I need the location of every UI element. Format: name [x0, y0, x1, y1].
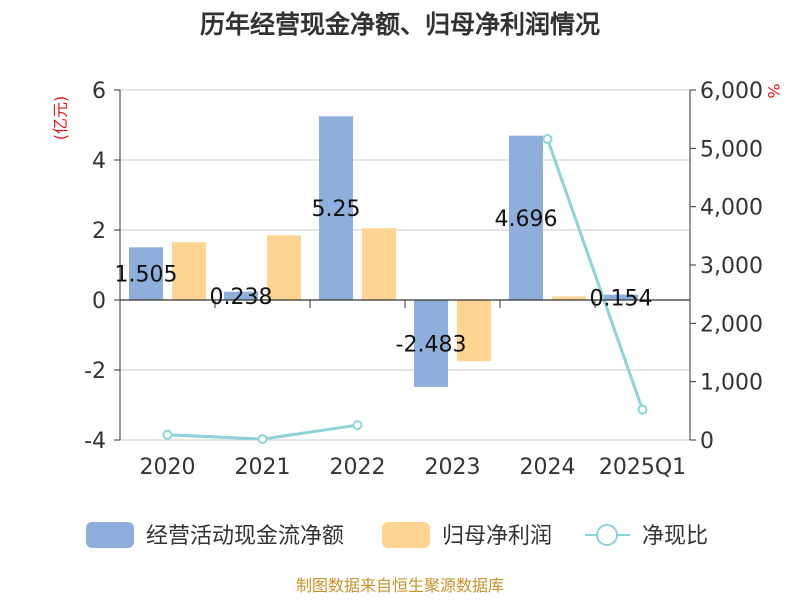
ratio-point [352, 420, 363, 431]
right-tick-label: 6,000 [700, 79, 763, 104]
data-label: 0.154 [590, 286, 653, 311]
data-label: 5.25 [312, 197, 361, 222]
x-tick-label: 2023 [425, 455, 481, 480]
ratio-line-segment [546, 138, 644, 411]
legend-swatch-cashflow [86, 522, 134, 548]
x-tick-label: 2025Q1 [599, 455, 686, 480]
bar-cashflow [414, 300, 448, 387]
x-tick-label: 2020 [140, 455, 196, 480]
bar-profit [362, 228, 396, 300]
bar-cashflow [224, 291, 258, 300]
right-tick-label: 5,000 [700, 137, 763, 162]
left-tick-label: 6 [92, 79, 106, 104]
data-label: 1.505 [115, 263, 178, 288]
x-tick-label: 2021 [235, 455, 291, 480]
ratio-point [542, 134, 553, 144]
x-tick-label: 2022 [330, 455, 386, 480]
left-tick-label: -2 [84, 359, 106, 384]
left-tick-label: 0 [92, 289, 106, 314]
chart-title: 历年经营现金净额、归母净利润情况 [200, 10, 600, 39]
bar-profit [267, 235, 301, 300]
data-labels: 1.505 0.238 5.25 -2.483 4.696 0.154 [115, 197, 653, 357]
legend-swatch-ratio-marker [596, 524, 618, 546]
ratio-line [162, 134, 648, 445]
ratio-point [257, 434, 268, 445]
bars [129, 116, 681, 387]
left-tick-label: -4 [84, 429, 106, 454]
data-label: 4.696 [495, 207, 558, 232]
bar-profit [552, 296, 586, 300]
bar-cashflow [129, 247, 163, 300]
legend-label-profit: 归母净利润 [442, 524, 552, 549]
right-tick-label: 3,000 [700, 254, 763, 279]
bar-cashflow [319, 116, 353, 300]
right-axis-unit: % [764, 83, 783, 98]
data-label: -2.483 [396, 332, 467, 357]
legend-label-ratio: 净现比 [642, 524, 708, 549]
ratio-point [637, 404, 648, 415]
bar-profit [457, 300, 491, 362]
left-tick-label: 4 [92, 149, 106, 174]
right-tick-label: 0 [700, 429, 714, 454]
data-label: 0.238 [210, 285, 273, 310]
left-axis-unit: (亿元) [51, 96, 70, 141]
bar-cashflow [509, 135, 543, 300]
right-tick-label: 1,000 [700, 371, 763, 396]
x-tick-label: 2024 [520, 455, 576, 480]
right-tick-label: 2,000 [700, 312, 763, 337]
axes: -4 -2 0 2 4 6 0 1,000 2,000 3,000 4,000 5,000 6,000 2… [84, 79, 763, 480]
legend-label-cashflow: 经营活动现金流净额 [146, 524, 344, 549]
source-note: 制图数据来自恒生聚源数据库 [296, 576, 504, 595]
legend-swatch-profit [382, 522, 430, 548]
right-tick-label: 4,000 [700, 196, 763, 221]
ratio-point [162, 429, 173, 440]
bar-cashflow [604, 294, 638, 300]
legend: 经营活动现金流净额 归母净利润 净现比 [86, 522, 708, 549]
bar-profit [172, 242, 206, 300]
left-tick-label: 2 [92, 219, 106, 244]
